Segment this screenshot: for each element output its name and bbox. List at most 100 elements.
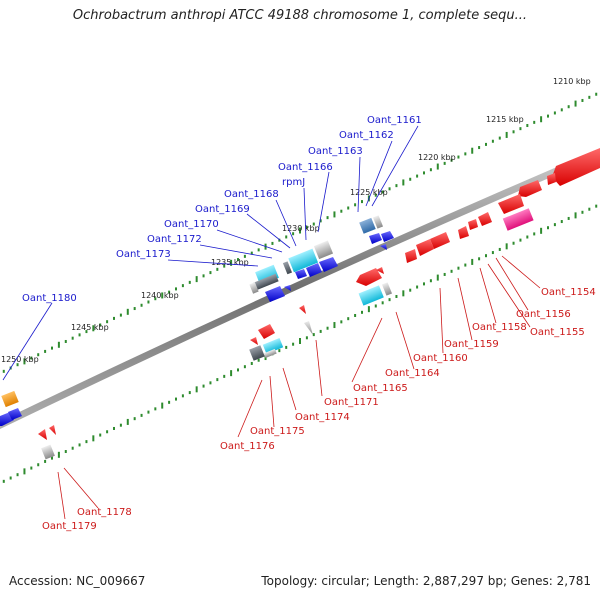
tick-mark <box>395 294 398 298</box>
gene-label-reverse[interactable]: Oant_1174 <box>295 412 350 423</box>
gene-feature[interactable] <box>478 212 492 226</box>
gene-feature[interactable] <box>258 324 275 339</box>
gene-feature[interactable] <box>250 337 258 345</box>
tick-mark <box>209 381 212 385</box>
gene-feature[interactable] <box>295 269 307 279</box>
tick-mark <box>292 232 295 236</box>
gene-feature[interactable] <box>8 408 22 420</box>
tick-mark <box>588 207 591 211</box>
tick-mark <box>223 374 226 378</box>
gene-feature[interactable] <box>304 321 313 335</box>
gene-feature[interactable] <box>416 239 434 256</box>
tick-mark <box>147 410 150 414</box>
gene-label-forward[interactable]: Oant_1163 <box>308 146 363 157</box>
gene-feature[interactable] <box>249 282 259 294</box>
gene-label-reverse[interactable]: Oant_1155 <box>530 327 585 338</box>
gene-feature[interactable] <box>381 231 394 242</box>
tick-mark <box>99 433 102 437</box>
gene-label-reverse[interactable]: Oant_1154 <box>541 287 596 298</box>
chromosome-backbone <box>0 148 600 430</box>
gene-label-reverse[interactable]: Oant_1156 <box>516 309 571 320</box>
gene-feature[interactable] <box>288 248 319 273</box>
tick-label: 1220 kbp <box>418 153 456 162</box>
gene-feature[interactable] <box>458 226 469 239</box>
gene-feature[interactable] <box>306 263 322 277</box>
tick-mark <box>44 459 47 463</box>
gene-label-forward[interactable]: Oant_1180 <box>22 293 77 304</box>
gene-feature[interactable] <box>430 232 450 249</box>
gene-feature[interactable] <box>319 257 338 272</box>
gene-label-reverse[interactable]: Oant_1179 <box>42 521 97 532</box>
gene-label-forward[interactable]: Oant_1168 <box>224 189 279 200</box>
tick-mark <box>9 476 12 480</box>
gene-feature[interactable] <box>498 194 524 214</box>
gene-feature[interactable] <box>369 233 382 244</box>
tick-mark <box>457 266 460 270</box>
gene-feature[interactable] <box>1 390 19 408</box>
gene-feature[interactable] <box>41 444 55 460</box>
tick-mark <box>505 243 508 250</box>
gene-feature[interactable] <box>356 268 382 286</box>
tick-mark <box>319 329 322 333</box>
gene-feature[interactable] <box>253 273 279 291</box>
gene-feature[interactable] <box>313 240 334 260</box>
tick-mark <box>23 358 26 365</box>
accession-label: Accession: NC_009667 <box>9 574 146 588</box>
gene-label-reverse[interactable]: Oant_1176 <box>220 441 275 452</box>
gene-feature[interactable] <box>502 208 534 231</box>
gene-feature[interactable] <box>265 286 285 302</box>
gene-feature[interactable] <box>299 305 306 314</box>
gene-feature[interactable] <box>552 148 600 186</box>
tick-mark <box>161 402 164 409</box>
gene-label-reverse[interactable]: Oant_1178 <box>77 507 132 518</box>
tick-mark <box>113 316 115 320</box>
gene-feature[interactable] <box>518 180 542 197</box>
gene-feature[interactable] <box>372 215 384 229</box>
gene-feature[interactable] <box>468 219 478 230</box>
tick-mark <box>175 397 177 401</box>
tick-mark <box>416 174 419 178</box>
tick-mark <box>305 225 308 229</box>
gene-label-reverse[interactable]: Oant_1159 <box>444 339 499 350</box>
gene-label-forward[interactable]: Oant_1172 <box>147 234 202 245</box>
tick-mark <box>147 300 150 304</box>
tick-mark <box>354 313 357 317</box>
gene-label-reverse[interactable]: Oant_1164 <box>385 368 440 379</box>
gene-label-forward[interactable]: Oant_1166 <box>278 162 333 173</box>
gene-feature[interactable] <box>376 267 384 274</box>
gene-label-forward[interactable]: rpmJ <box>282 177 305 188</box>
gene-feature[interactable] <box>249 345 265 361</box>
gene-feature[interactable] <box>358 285 384 306</box>
tick-mark <box>278 238 281 242</box>
gene-feature[interactable] <box>405 249 417 263</box>
gene-label-reverse[interactable]: Oant_1158 <box>472 322 527 333</box>
gene-label-forward[interactable]: Oant_1162 <box>339 130 394 141</box>
gene-feature[interactable] <box>359 217 376 234</box>
gene-label-forward[interactable]: Oant_1173 <box>116 249 171 260</box>
gene-label-reverse[interactable]: Oant_1165 <box>353 383 408 394</box>
tick-mark <box>526 124 529 128</box>
gene-label-forward[interactable]: Oant_1169 <box>195 204 250 215</box>
tick-mark <box>243 254 246 258</box>
tick-mark <box>326 216 329 220</box>
tick-mark <box>367 306 370 313</box>
gene-feature[interactable] <box>381 282 393 296</box>
gene-feature[interactable] <box>263 348 277 359</box>
gene-label-reverse[interactable]: Oant_1171 <box>324 397 379 408</box>
gene-feature[interactable] <box>547 173 556 185</box>
gene-label-forward[interactable]: Oant_1161 <box>367 115 422 126</box>
tick-mark <box>464 152 467 156</box>
gene-feature[interactable] <box>380 244 387 250</box>
tick-mark <box>333 322 336 329</box>
gene-label-forward[interactable]: Oant_1170 <box>164 219 219 230</box>
tick-mark <box>409 288 412 292</box>
gene-feature[interactable] <box>49 425 56 435</box>
gene-feature[interactable] <box>38 429 47 440</box>
gene-feature[interactable] <box>262 337 284 355</box>
tick-mark <box>230 370 233 377</box>
gene-feature[interactable] <box>284 285 291 291</box>
gene-feature[interactable] <box>282 261 293 275</box>
gene-label-reverse[interactable]: Oant_1175 <box>250 426 305 437</box>
tick-mark <box>340 320 343 324</box>
gene-label-reverse[interactable]: Oant_1160 <box>413 353 468 364</box>
